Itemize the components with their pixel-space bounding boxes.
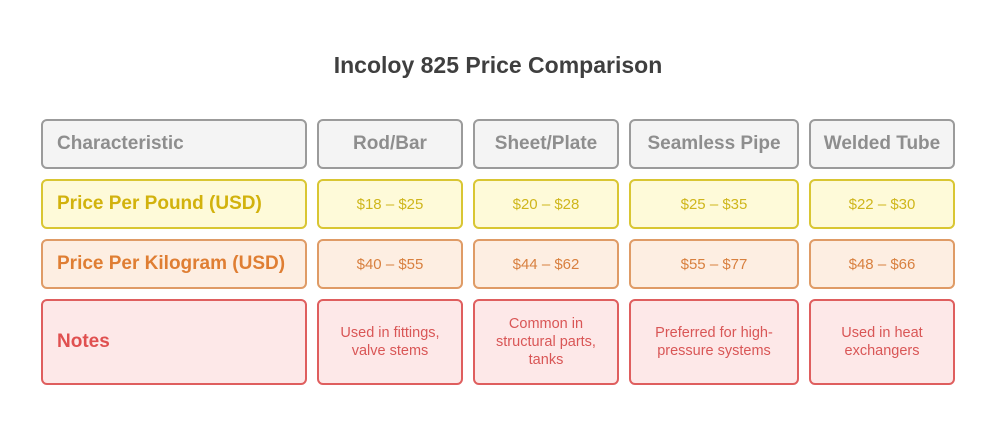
price-per-kilogram-welded-tube: $48 – $66 <box>809 239 955 289</box>
price-per-pound-sheet-plate: $20 – $28 <box>473 179 619 229</box>
header-rod-bar: Rod/Bar <box>317 119 463 169</box>
notes-rod-bar: Used in fittings, valve stems <box>317 299 463 385</box>
notes-welded-tube: Used in heat exchangers <box>809 299 955 385</box>
notes-seamless-pipe: Preferred for high-pressure systems <box>629 299 799 385</box>
notes-sheet-plate: Common in structural parts, tanks <box>473 299 619 385</box>
header-sheet-plate: Sheet/Plate <box>473 119 619 169</box>
price-per-pound-rod-bar: $18 – $25 <box>317 179 463 229</box>
row-label-price-per-kilogram: Price Per Kilogram (USD) <box>41 239 307 289</box>
price-per-pound-seamless-pipe: $25 – $35 <box>629 179 799 229</box>
row-label-price-per-pound: Price Per Pound (USD) <box>41 179 307 229</box>
header-welded-tube: Welded Tube <box>809 119 955 169</box>
price-per-kilogram-seamless-pipe: $55 – $77 <box>629 239 799 289</box>
header-seamless-pipe: Seamless Pipe <box>629 119 799 169</box>
price-per-pound-welded-tube: $22 – $30 <box>809 179 955 229</box>
row-label-notes: Notes <box>41 299 307 385</box>
header-characteristic: Characteristic <box>41 119 307 169</box>
page-title: Incoloy 825 Price Comparison <box>333 52 663 78</box>
price-per-kilogram-rod-bar: $40 – $55 <box>317 239 463 289</box>
price-per-kilogram-sheet-plate: $44 – $62 <box>473 239 619 289</box>
